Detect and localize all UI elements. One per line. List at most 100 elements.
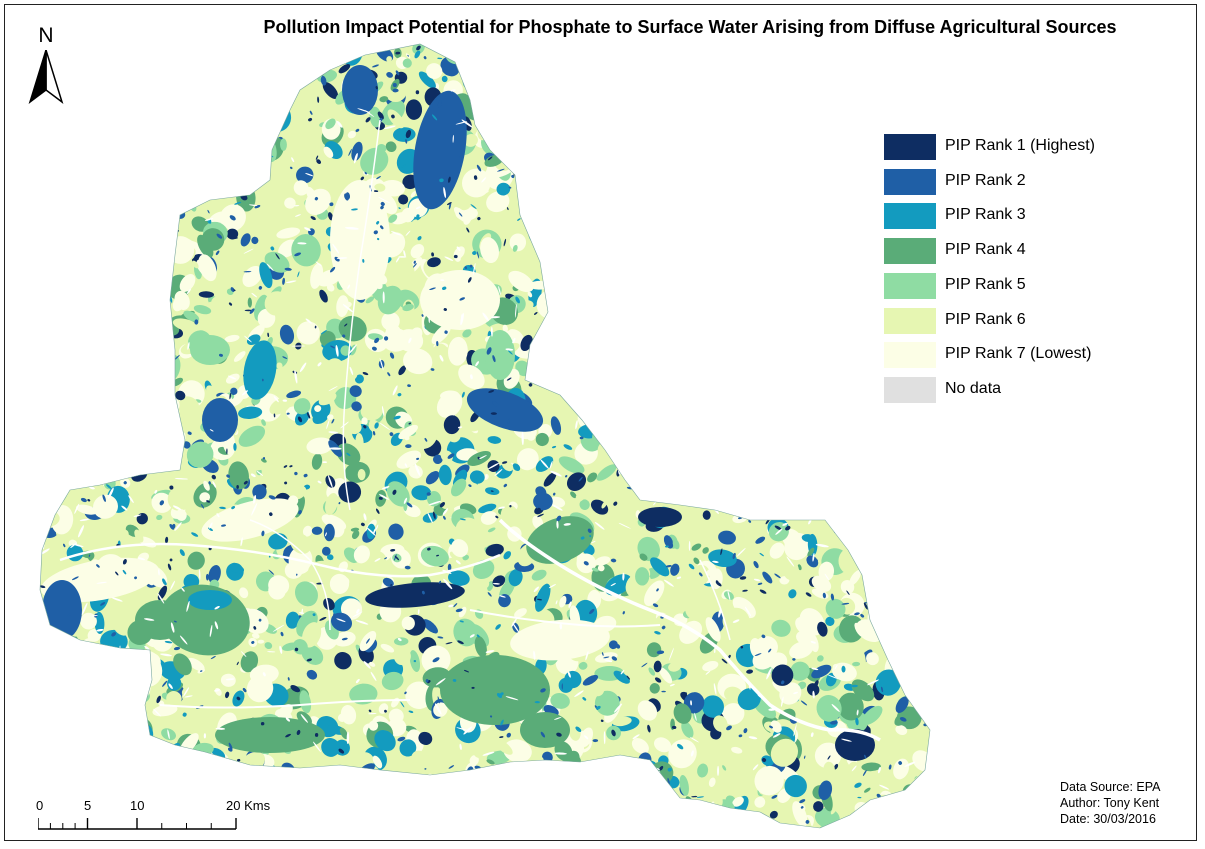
stream-gap <box>215 727 226 730</box>
pip-patch-rank2 <box>425 471 440 485</box>
stream-gap <box>47 392 56 396</box>
stream-gap <box>84 471 90 474</box>
pip-patch-rank2 <box>799 799 806 804</box>
pip-speck-rank2 <box>638 824 642 828</box>
pip-patch-rank2 <box>585 88 595 99</box>
stream-gap <box>904 761 916 767</box>
stream-gap <box>133 514 142 517</box>
pip-speck-rank1 <box>617 37 622 44</box>
stream-gap <box>512 622 520 633</box>
stream-gap <box>812 690 815 699</box>
pip-speck-rank2 <box>492 355 496 363</box>
stream-gap <box>856 709 859 716</box>
stream-gap <box>313 741 322 753</box>
pip-speck-rank1 <box>244 309 253 312</box>
pip-speck-rank2 <box>406 502 413 508</box>
pip-speck-rank2 <box>800 700 808 706</box>
pip-patch-rank7 <box>683 307 701 337</box>
pip-patch-rank3 <box>259 262 273 289</box>
pip-patch-rank7 <box>368 720 379 731</box>
pip-patch-rank7 <box>40 621 44 629</box>
stream-gap <box>647 251 654 261</box>
pip-patch-rank7 <box>114 445 136 469</box>
pip-speck-rank2 <box>267 776 276 782</box>
pip-patch-rank3 <box>613 670 630 684</box>
pip-speck-rank2 <box>424 437 428 442</box>
pip-patch-rank6 <box>534 197 549 219</box>
pip-patch-rank7 <box>692 99 718 121</box>
pip-speck-rank2 <box>559 229 564 232</box>
pip-speck-rank2 <box>556 515 562 522</box>
pip-speck-rank2 <box>230 287 235 292</box>
pip-patch-rank3 <box>622 77 638 93</box>
pip-patch-rank2 <box>252 62 263 70</box>
pip-speck-rank3 <box>375 807 379 815</box>
stream-gap <box>744 606 752 617</box>
pip-patch-rank1 <box>870 508 887 522</box>
pip-patch-rank2 <box>564 280 583 301</box>
pip-patch-rank2 <box>252 484 267 500</box>
pip-patch-rank7 <box>63 315 77 330</box>
pip-patch-rank7 <box>431 323 452 345</box>
stream-gap <box>44 732 53 734</box>
pip-patch-rank4 <box>201 228 225 251</box>
pip-patch-rank5 <box>816 695 842 722</box>
pip-patch-rank2 <box>639 430 649 443</box>
pip-speck-rank2 <box>284 267 292 271</box>
pip-speck-rank3 <box>632 56 639 59</box>
pip-patch-rank6 <box>799 573 808 586</box>
stream-gap <box>48 437 53 439</box>
pip-speck-rank3 <box>855 717 859 726</box>
pip-speck-rank2 <box>828 244 831 247</box>
pip-patch-rank5 <box>40 749 43 761</box>
pip-patch-rank7 <box>202 180 229 193</box>
pip-patch-rank6 <box>791 408 804 429</box>
pip-patch-rank4 <box>311 453 323 470</box>
stream-gap <box>548 583 557 589</box>
pip-patch-rank7 <box>40 201 46 225</box>
pip-speck-rank1 <box>166 371 170 380</box>
pip-patch-rank7 <box>50 738 58 745</box>
pip-patch-rank7 <box>257 639 265 644</box>
pip-patch-rank7 <box>854 622 864 637</box>
pip-patch-rank4 <box>868 44 888 62</box>
pip-patch-rank7 <box>473 46 485 57</box>
pip-speck-rank2 <box>478 820 481 823</box>
stream-gap <box>328 386 338 392</box>
pip-patch-rank6 <box>76 452 101 476</box>
pip-patch-rank7 <box>24 450 40 462</box>
pip-patch-rank7 <box>307 53 331 71</box>
pip-speck-rank3 <box>673 189 678 196</box>
stream-gap <box>810 291 815 297</box>
pip-patch-rank7 <box>167 463 171 471</box>
pip-patch-rank6 <box>628 58 648 78</box>
pip-patch-rank6 <box>719 188 741 213</box>
pip-patch-rank5 <box>238 425 266 447</box>
pip-patch-rank6 <box>850 406 859 414</box>
pip-patch-rank7 <box>748 443 762 452</box>
pip-speck-rank1 <box>487 156 493 161</box>
pip-speck-rank2 <box>169 523 175 530</box>
stream-gap <box>459 743 462 751</box>
pip-speck-rank1 <box>137 302 145 306</box>
pip-patch-rank1 <box>104 787 115 798</box>
pip-patch-rank3 <box>863 570 870 578</box>
pip-patch-rank3 <box>825 616 835 626</box>
stream-gap <box>766 667 772 680</box>
pip-patch-rank5 <box>873 483 886 500</box>
pip-patch-rank4 <box>883 629 903 647</box>
pip-patch-rank1 <box>290 684 301 693</box>
legend-swatch <box>884 203 936 230</box>
pip-patch-rank6 <box>645 802 651 810</box>
stream-gap <box>279 85 283 91</box>
stream-gap <box>160 653 172 657</box>
stream-gap <box>379 357 384 371</box>
stream-gap <box>455 560 461 565</box>
pip-speck-rank3 <box>107 63 112 69</box>
pip-patch-rank7 <box>348 771 354 780</box>
pip-patch-rank7 <box>736 153 746 164</box>
pip-patch-rank2 <box>682 331 689 338</box>
pip-patch-rank4 <box>872 71 889 97</box>
pip-patch-rank7 <box>917 539 929 556</box>
pip-patch-rank5 <box>665 219 679 233</box>
